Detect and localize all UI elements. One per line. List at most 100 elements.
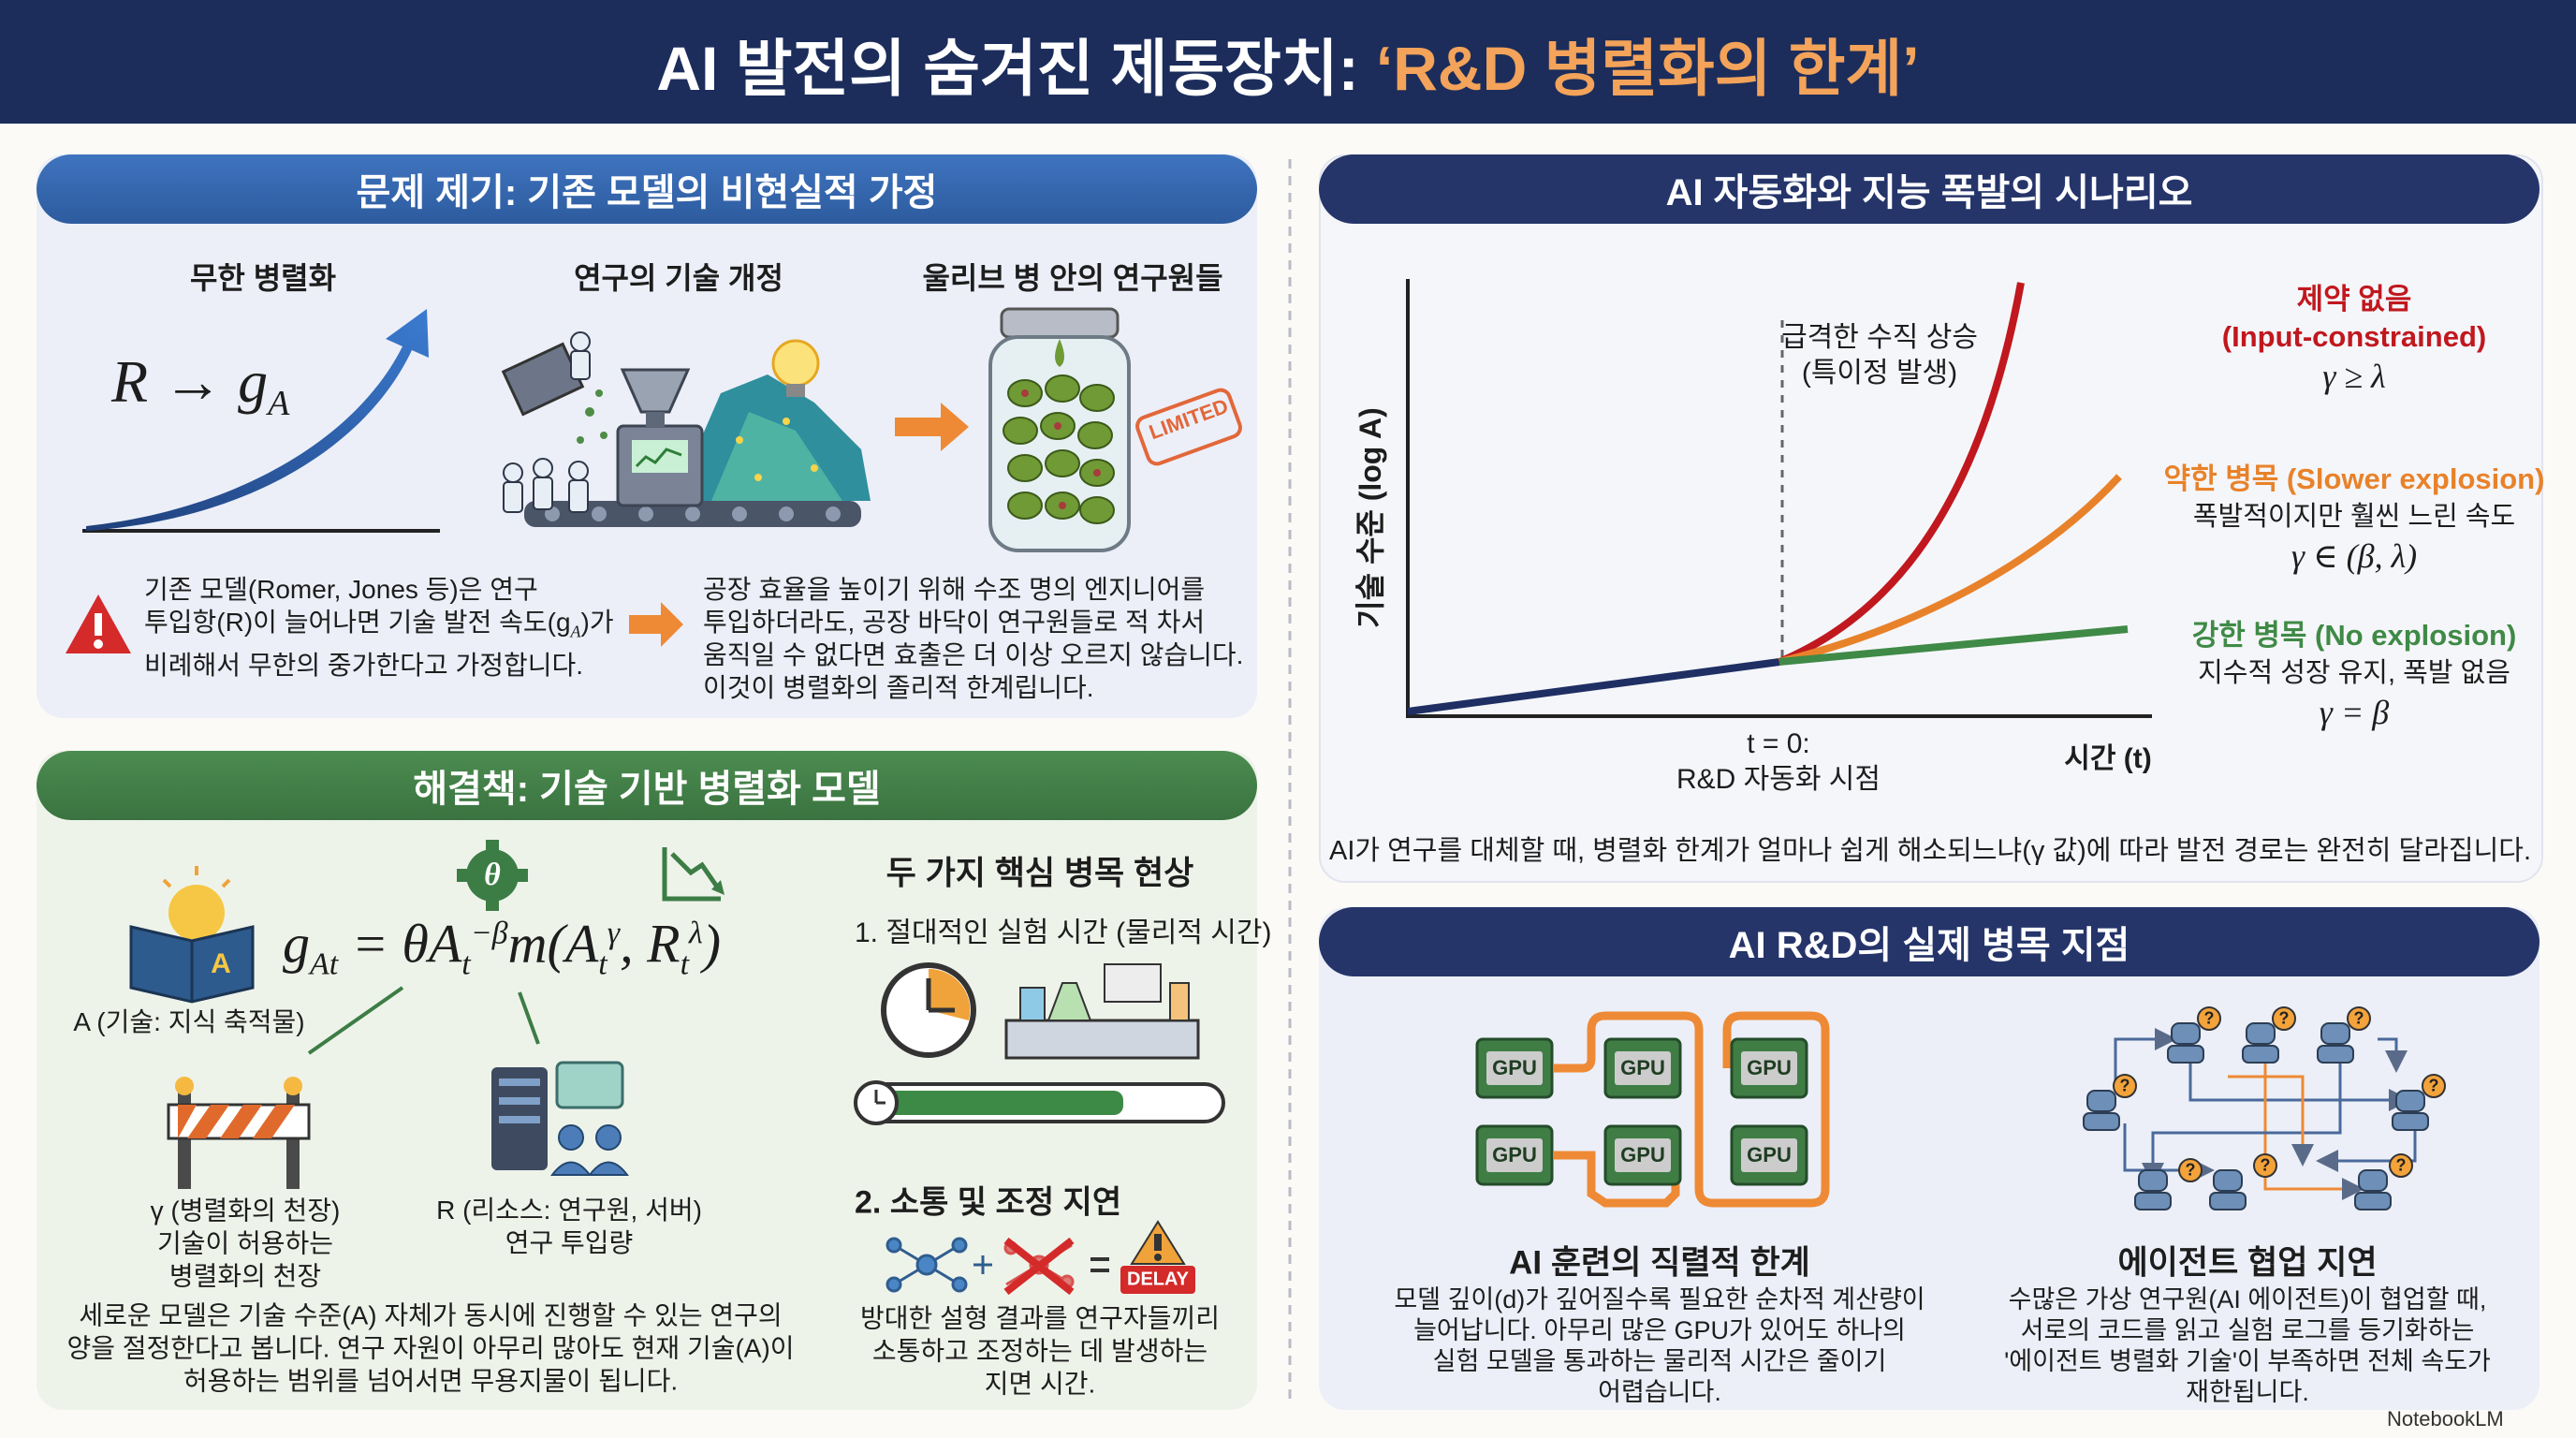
factory-illustration-part	[771, 339, 820, 388]
barrier-icon-part	[284, 1077, 302, 1095]
jar-illustration-part-part	[1135, 388, 1242, 466]
jar-illustration-part-part	[1077, 421, 1113, 449]
agent-robots-part	[2320, 1022, 2350, 1045]
barrier-icon-part-part	[253, 1105, 295, 1138]
server-icon-part	[550, 1124, 629, 1176]
book-icon-part-part	[162, 878, 172, 888]
blocked-network-icon-part	[1090, 1257, 1109, 1272]
problem-text: 기존 모델(Romer, Jones 등)은 연구 투입항(R)이 늘어나면 기…	[144, 573, 614, 682]
gear-icon-part-part	[486, 900, 499, 911]
factory-illustration-part	[635, 448, 682, 468]
gpu-diagram-part	[1486, 1051, 1797, 1172]
formula-sub: t	[680, 946, 690, 982]
gpu-label: GPU	[1492, 1056, 1537, 1079]
formula-sup: −β	[470, 916, 508, 951]
text-line: 허용하는 범위를 넘어서면 무용지물이 됩니다.	[183, 1366, 679, 1396]
network-icon	[886, 1237, 992, 1293]
text-line: 투입항(R)이 늘어나면 기술 발전 속도(gA)가	[144, 606, 614, 649]
factory-illustration-part	[620, 368, 691, 414]
footer-brand: NotebookLM	[2387, 1407, 2504, 1431]
question-badges-part	[2389, 1153, 2413, 1178]
solution-paragraph: 세로운 모델은 기술 수준(A) 자체가 동시에 진행할 수 있는 연구의 양을…	[66, 1299, 794, 1398]
connector-line-part	[518, 991, 540, 1045]
lab-icon-part	[1104, 963, 1162, 1003]
item-label: 연구의 기술 개정	[574, 261, 783, 295]
formula-sub: t	[598, 946, 607, 982]
case-condition: γ = β	[2319, 694, 2390, 731]
delay-sign-part	[1154, 1254, 1162, 1261]
question-mark: ?	[2395, 1155, 2407, 1175]
question-mark: ?	[2428, 1076, 2439, 1095]
item-label: 울리브 병 안의 연구원들	[922, 261, 1223, 295]
gpu-label: GPU	[1620, 1143, 1665, 1167]
text-line: R&D 자동화 시점	[1676, 764, 1881, 795]
origin-label: t = 0: R&D 자동화 시점	[1676, 726, 1881, 798]
growth-arrow-part	[86, 309, 429, 531]
server-icon-part-part	[550, 1161, 592, 1176]
question-badges-part	[2272, 1006, 2296, 1031]
title: AI 발전의 숨겨진 제동장치: ‘R&D 병렬화의 한계’	[656, 19, 1919, 109]
scenario-case: 제약 없음 (Input-constrained) γ ≥ λ	[2222, 281, 2486, 397]
warning-icon-part	[95, 613, 102, 636]
scenario-chart-part	[1778, 282, 2025, 666]
jar-illustration-part-part	[1093, 469, 1101, 477]
problem-text: 공장 효율을 높이기 위해 수조 명의 엔지니어를 투입하더라도, 공장 바닥이…	[703, 573, 1243, 704]
question-mark: ?	[2185, 1160, 2196, 1180]
network-icon-part	[951, 1237, 968, 1254]
gpu-diagram-part-part	[1741, 1138, 1797, 1172]
section-header: 해결책: 기술 기반 병렬화 모델	[37, 751, 1257, 820]
question-badges	[2113, 1006, 2446, 1182]
case-name: 제약 없음	[2296, 283, 2412, 315]
gpu-diagram	[1475, 1011, 1830, 1208]
jar-illustration-part	[1000, 307, 1120, 339]
factory-illustration-part-part	[685, 506, 700, 521]
factory-illustration-part-part	[568, 479, 589, 513]
lab-icon-part	[1046, 982, 1092, 1021]
jar-illustration-part-part	[1045, 449, 1080, 477]
question-mark: ?	[2119, 1076, 2130, 1095]
text-line: R (리소스: 연구원, 서버)	[436, 1196, 702, 1225]
agent-robots-part	[2358, 1169, 2388, 1192]
warning-icon-part	[94, 639, 103, 649]
text-line: 투입하더라도, 공장 바닥이 연구원들로 적 차서	[703, 608, 1206, 637]
decline-chart-icon	[662, 847, 724, 902]
delay-sign	[1120, 1220, 1195, 1294]
gpu-diagram-part-part	[1486, 1051, 1543, 1085]
factory-illustration-part-part	[754, 474, 762, 481]
scenario-case: 약한 병목 (Slower explosion) 폭발적이지만 훨씬 느린 속도…	[2164, 461, 2545, 577]
agent-network-part	[2142, 1058, 2342, 1185]
factory-illustration-part-part	[638, 506, 653, 521]
decline-chart-icon-part	[670, 852, 722, 891]
factory-illustration-part-part	[826, 506, 841, 521]
text-line: 공장 효율을 높이기 위해 수조 명의 엔지니어를	[703, 575, 1206, 604]
question-mark: ?	[2203, 1008, 2215, 1028]
text-line: 소통하고 조정하는 데 발생하는	[871, 1336, 1208, 1366]
jar-illustration-part-part	[1079, 384, 1115, 412]
text-line: 어렵습니다.	[1598, 1378, 1721, 1406]
network-icon-part	[886, 1237, 902, 1254]
text-sub: A	[570, 622, 581, 641]
text-line: 병렬화의 천장	[168, 1261, 322, 1291]
agent-network-part	[2378, 1037, 2408, 1073]
factory-illustration-part-part	[503, 462, 523, 483]
agent-robots-part	[2213, 1169, 2243, 1192]
server-icon-part	[499, 1078, 540, 1123]
gear-icon-part	[466, 849, 519, 902]
title-highlight: ‘R&D 병렬화의 한계’	[1375, 34, 1920, 103]
text-part: )가	[580, 608, 614, 637]
barrier-icon-part-part	[187, 1105, 229, 1138]
scenario-chart-part	[1778, 625, 2129, 666]
formula-part: g	[283, 913, 310, 975]
text-line: 이것이 병렬화의 졸리적 한계립니다.	[703, 673, 1094, 702]
bottleneck-text: 방대한 설형 결과를 연구자들끼리 소통하고 조정하는 데 발생하는 지면 시간…	[860, 1302, 1220, 1401]
agent-network-part	[2263, 1058, 2364, 1200]
agent-robots-part	[2209, 1192, 2247, 1211]
agent-robots-part	[2392, 1112, 2429, 1131]
flow-arrow	[629, 602, 683, 647]
barrier-icon	[167, 1077, 311, 1189]
factory-illustration-part	[711, 412, 842, 501]
gpu-diagram-part	[1554, 1011, 1830, 1208]
bottleneck-text: 수많은 가상 연구원(AI 에이전트)이 협업할 때, 서로의 코드를 읽고 실…	[2004, 1284, 2491, 1408]
jar-illustration-part-part	[1003, 417, 1038, 445]
